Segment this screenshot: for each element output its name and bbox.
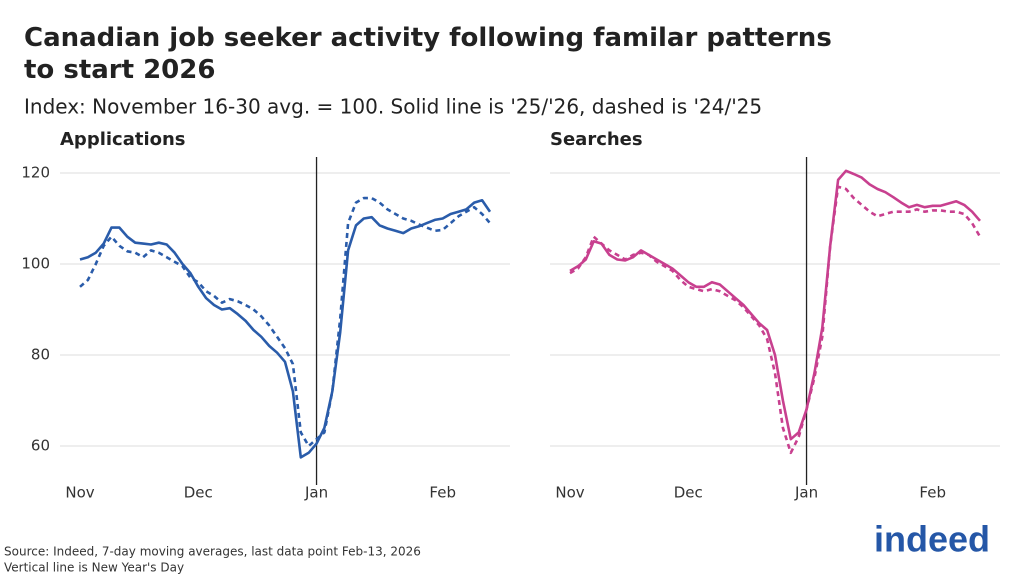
x-tick-label: Nov: [65, 484, 94, 502]
panel-title: Applications: [60, 129, 186, 150]
x-tick-label: Feb: [429, 484, 456, 502]
y-tick-label: 100: [21, 255, 50, 273]
x-tick-label: Feb: [919, 484, 946, 502]
y-tick-label: 60: [31, 437, 50, 455]
chart-title: Canadian job seeker activity following f…: [24, 23, 832, 85]
data-line: [569, 169, 981, 441]
data-line: [79, 199, 492, 459]
data-line: [79, 196, 491, 448]
y-tick-label: 120: [21, 164, 50, 182]
x-tick-label: Nov: [555, 484, 584, 502]
source: Source: Indeed, 7-day moving averages, l…: [4, 545, 421, 559]
x-tick-label: Jan: [304, 484, 328, 502]
x-tick-label: Dec: [674, 484, 703, 502]
logo: indeed: [874, 519, 990, 560]
y-tick-label: 80: [31, 346, 50, 364]
note: Vertical line is New Year's Day: [4, 561, 184, 575]
x-tick-label: Jan: [794, 484, 818, 502]
panel-title: Searches: [550, 129, 643, 150]
data-line: [569, 185, 982, 455]
x-tick-label: Dec: [184, 484, 213, 502]
chart-subtitle: Index: November 16-30 avg. = 100. Solid …: [24, 95, 762, 119]
